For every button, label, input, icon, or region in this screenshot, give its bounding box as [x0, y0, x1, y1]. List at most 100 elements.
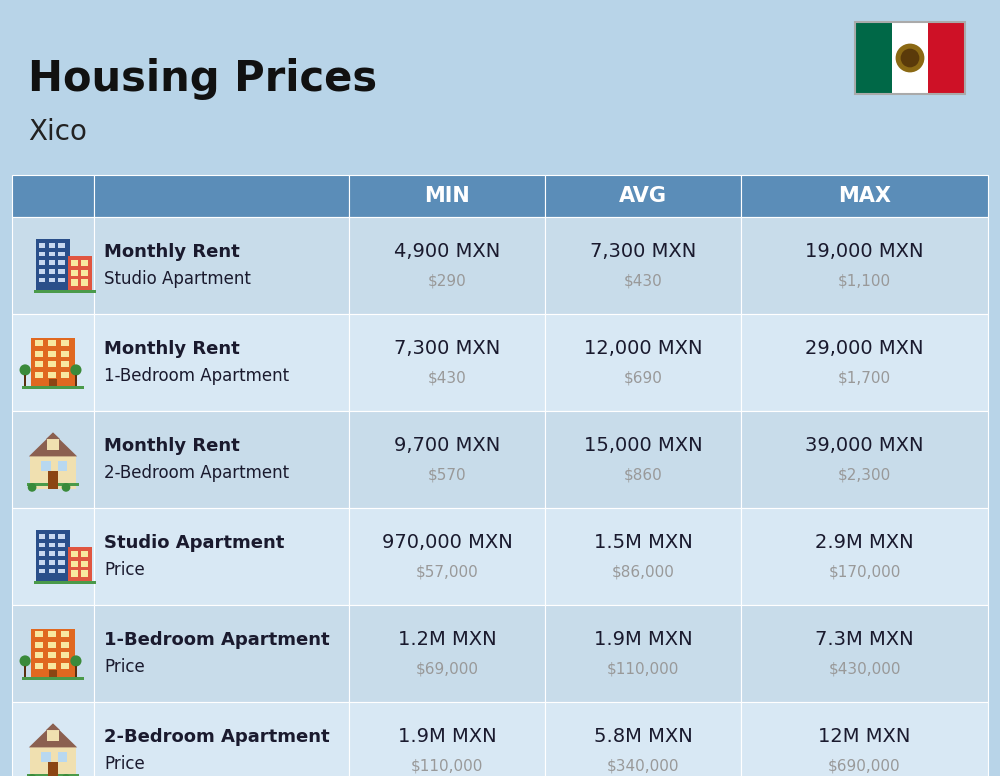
Text: $86,000: $86,000	[612, 564, 674, 580]
Bar	[741, 508, 988, 605]
Circle shape	[901, 49, 919, 68]
Bar	[48, 663, 56, 669]
Bar	[35, 653, 43, 658]
Bar	[61, 362, 69, 367]
Text: 7.3M MXN: 7.3M MXN	[815, 630, 914, 650]
Bar	[58, 461, 67, 471]
Text: Xico: Xico	[28, 118, 87, 146]
Circle shape	[70, 365, 82, 376]
Bar	[49, 379, 57, 386]
Bar	[48, 631, 56, 637]
Bar	[928, 22, 965, 94]
Bar	[49, 560, 55, 564]
Bar	[39, 243, 45, 248]
Bar	[31, 338, 75, 386]
Bar	[12, 605, 94, 702]
Bar	[48, 340, 56, 346]
Bar	[31, 629, 75, 677]
Bar	[75, 666, 77, 677]
Bar	[12, 508, 94, 605]
Circle shape	[896, 43, 924, 72]
Bar	[58, 278, 65, 282]
Bar	[81, 260, 88, 266]
Bar	[35, 362, 43, 367]
Bar	[71, 570, 78, 577]
Bar	[48, 351, 56, 356]
Bar	[71, 561, 78, 567]
Text: $690,000: $690,000	[828, 758, 901, 774]
Text: $2,300: $2,300	[838, 467, 891, 483]
Bar	[71, 270, 78, 276]
Bar	[12, 702, 94, 776]
Bar	[545, 605, 741, 702]
Text: Price: Price	[104, 561, 145, 579]
Text: Price: Price	[104, 658, 145, 676]
Bar	[58, 260, 65, 265]
Bar	[35, 631, 43, 637]
Bar	[741, 605, 988, 702]
Text: Studio Apartment: Studio Apartment	[104, 534, 284, 552]
Bar	[49, 542, 55, 547]
Bar	[39, 251, 45, 256]
Bar	[48, 762, 58, 776]
Bar	[39, 260, 45, 265]
Text: 7,300 MXN: 7,300 MXN	[394, 339, 500, 359]
Bar	[545, 411, 741, 508]
Bar	[58, 560, 65, 564]
Text: 7,300 MXN: 7,300 MXN	[590, 242, 696, 262]
Text: $1,100: $1,100	[838, 273, 891, 289]
Bar	[349, 508, 545, 605]
Bar	[48, 372, 56, 378]
Text: 39,000 MXN: 39,000 MXN	[805, 436, 924, 456]
Bar	[855, 22, 965, 94]
Bar	[35, 340, 43, 346]
Bar	[81, 570, 88, 577]
Bar	[94, 508, 349, 605]
Bar	[68, 256, 92, 290]
Bar	[36, 240, 70, 290]
Bar	[94, 217, 349, 314]
Text: Monthly Rent: Monthly Rent	[104, 340, 240, 358]
Bar	[27, 774, 79, 776]
Bar	[58, 569, 65, 573]
Bar	[58, 251, 65, 256]
Polygon shape	[46, 723, 60, 730]
Bar	[892, 22, 928, 94]
Bar	[41, 461, 51, 471]
Bar	[94, 175, 349, 217]
Bar	[22, 677, 84, 680]
Text: $69,000: $69,000	[416, 661, 479, 677]
Bar	[12, 217, 94, 314]
Bar	[39, 534, 45, 539]
Bar	[71, 551, 78, 557]
Bar	[49, 569, 55, 573]
Text: 1.9M MXN: 1.9M MXN	[398, 727, 496, 747]
Bar	[39, 278, 45, 282]
Bar	[48, 642, 56, 647]
Text: $570: $570	[428, 467, 466, 483]
Bar	[49, 251, 55, 256]
Text: $430: $430	[428, 370, 466, 386]
Text: 29,000 MXN: 29,000 MXN	[805, 339, 924, 359]
Bar	[24, 666, 26, 677]
Bar	[49, 278, 55, 282]
Text: 1.9M MXN: 1.9M MXN	[594, 630, 692, 650]
Circle shape	[28, 774, 36, 776]
Bar	[49, 260, 55, 265]
Text: 1-Bedroom Apartment: 1-Bedroom Apartment	[104, 367, 289, 385]
Bar	[545, 175, 741, 217]
Text: Housing Prices: Housing Prices	[28, 58, 377, 100]
Text: 12,000 MXN: 12,000 MXN	[584, 339, 702, 359]
Text: 4,900 MXN: 4,900 MXN	[394, 242, 500, 262]
Text: 1-Bedroom Apartment: 1-Bedroom Apartment	[104, 631, 330, 649]
Bar	[22, 386, 84, 389]
Bar	[349, 217, 545, 314]
Bar	[47, 730, 59, 741]
Text: Monthly Rent: Monthly Rent	[104, 243, 240, 261]
Text: 15,000 MXN: 15,000 MXN	[584, 436, 702, 456]
Bar	[741, 175, 988, 217]
Circle shape	[62, 483, 70, 492]
Text: AVG: AVG	[619, 186, 667, 206]
Bar	[48, 362, 56, 367]
Bar	[30, 456, 76, 489]
